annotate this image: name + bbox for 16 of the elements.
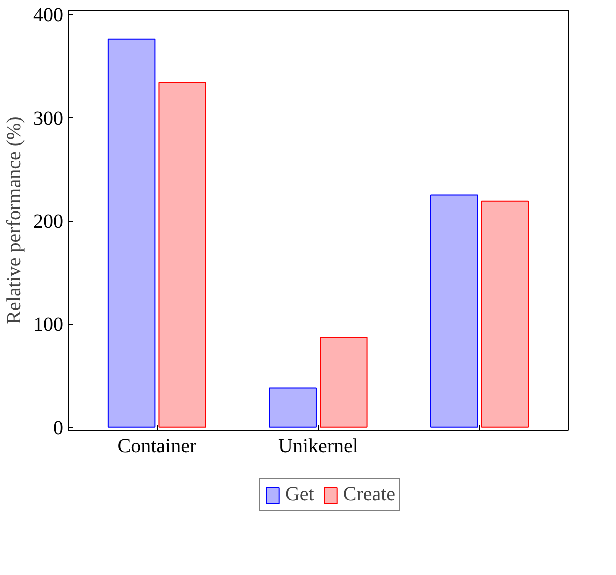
legend-label: Get bbox=[285, 484, 314, 506]
bar bbox=[269, 388, 317, 428]
y-tick-label: 300 bbox=[34, 108, 64, 130]
bar bbox=[158, 82, 206, 428]
x-tick-label: Unikernel bbox=[278, 436, 359, 458]
bar bbox=[481, 200, 530, 428]
y-axis-title: Relative performance (%) bbox=[4, 116, 26, 324]
y-tick-label: 100 bbox=[34, 314, 64, 336]
y-tick-label: 200 bbox=[34, 211, 64, 234]
bar bbox=[108, 38, 156, 428]
bar bbox=[430, 194, 478, 428]
y-tick-label: 0 bbox=[54, 417, 64, 440]
y-tick-label: 400 bbox=[34, 4, 64, 27]
bar bbox=[320, 337, 368, 428]
legend-label: Create bbox=[343, 484, 396, 506]
x-tick-label: Container bbox=[118, 436, 197, 458]
